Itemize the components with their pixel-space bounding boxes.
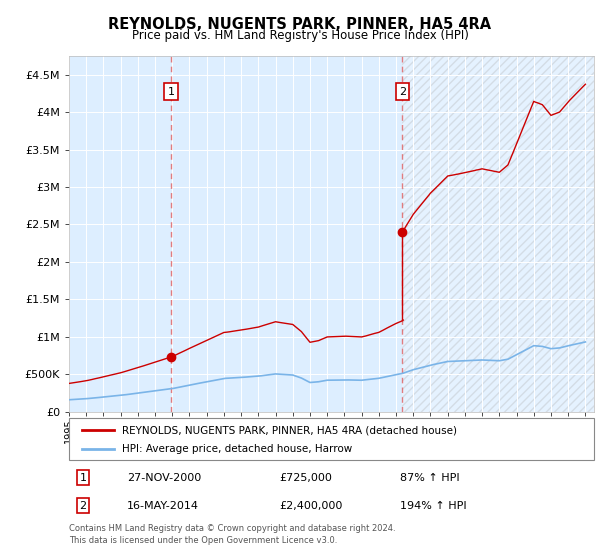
Text: REYNOLDS, NUGENTS PARK, PINNER, HA5 4RA: REYNOLDS, NUGENTS PARK, PINNER, HA5 4RA: [109, 17, 491, 32]
Text: 87% ↑ HPI: 87% ↑ HPI: [400, 473, 460, 483]
Text: 27-NOV-2000: 27-NOV-2000: [127, 473, 201, 483]
Text: 16-MAY-2014: 16-MAY-2014: [127, 501, 199, 511]
Text: Price paid vs. HM Land Registry's House Price Index (HPI): Price paid vs. HM Land Registry's House …: [131, 29, 469, 42]
Text: Contains HM Land Registry data © Crown copyright and database right 2024.
This d: Contains HM Land Registry data © Crown c…: [69, 524, 395, 545]
Text: HPI: Average price, detached house, Harrow: HPI: Average price, detached house, Harr…: [121, 444, 352, 454]
Text: £725,000: £725,000: [279, 473, 332, 483]
Text: 1: 1: [167, 87, 175, 96]
Bar: [403, 56, 594, 412]
Text: £2,400,000: £2,400,000: [279, 501, 343, 511]
Text: 1: 1: [79, 473, 86, 483]
FancyBboxPatch shape: [69, 418, 594, 460]
Text: 2: 2: [399, 87, 406, 96]
Text: REYNOLDS, NUGENTS PARK, PINNER, HA5 4RA (detached house): REYNOLDS, NUGENTS PARK, PINNER, HA5 4RA …: [121, 425, 457, 435]
Text: 2: 2: [79, 501, 86, 511]
Text: 194% ↑ HPI: 194% ↑ HPI: [400, 501, 466, 511]
